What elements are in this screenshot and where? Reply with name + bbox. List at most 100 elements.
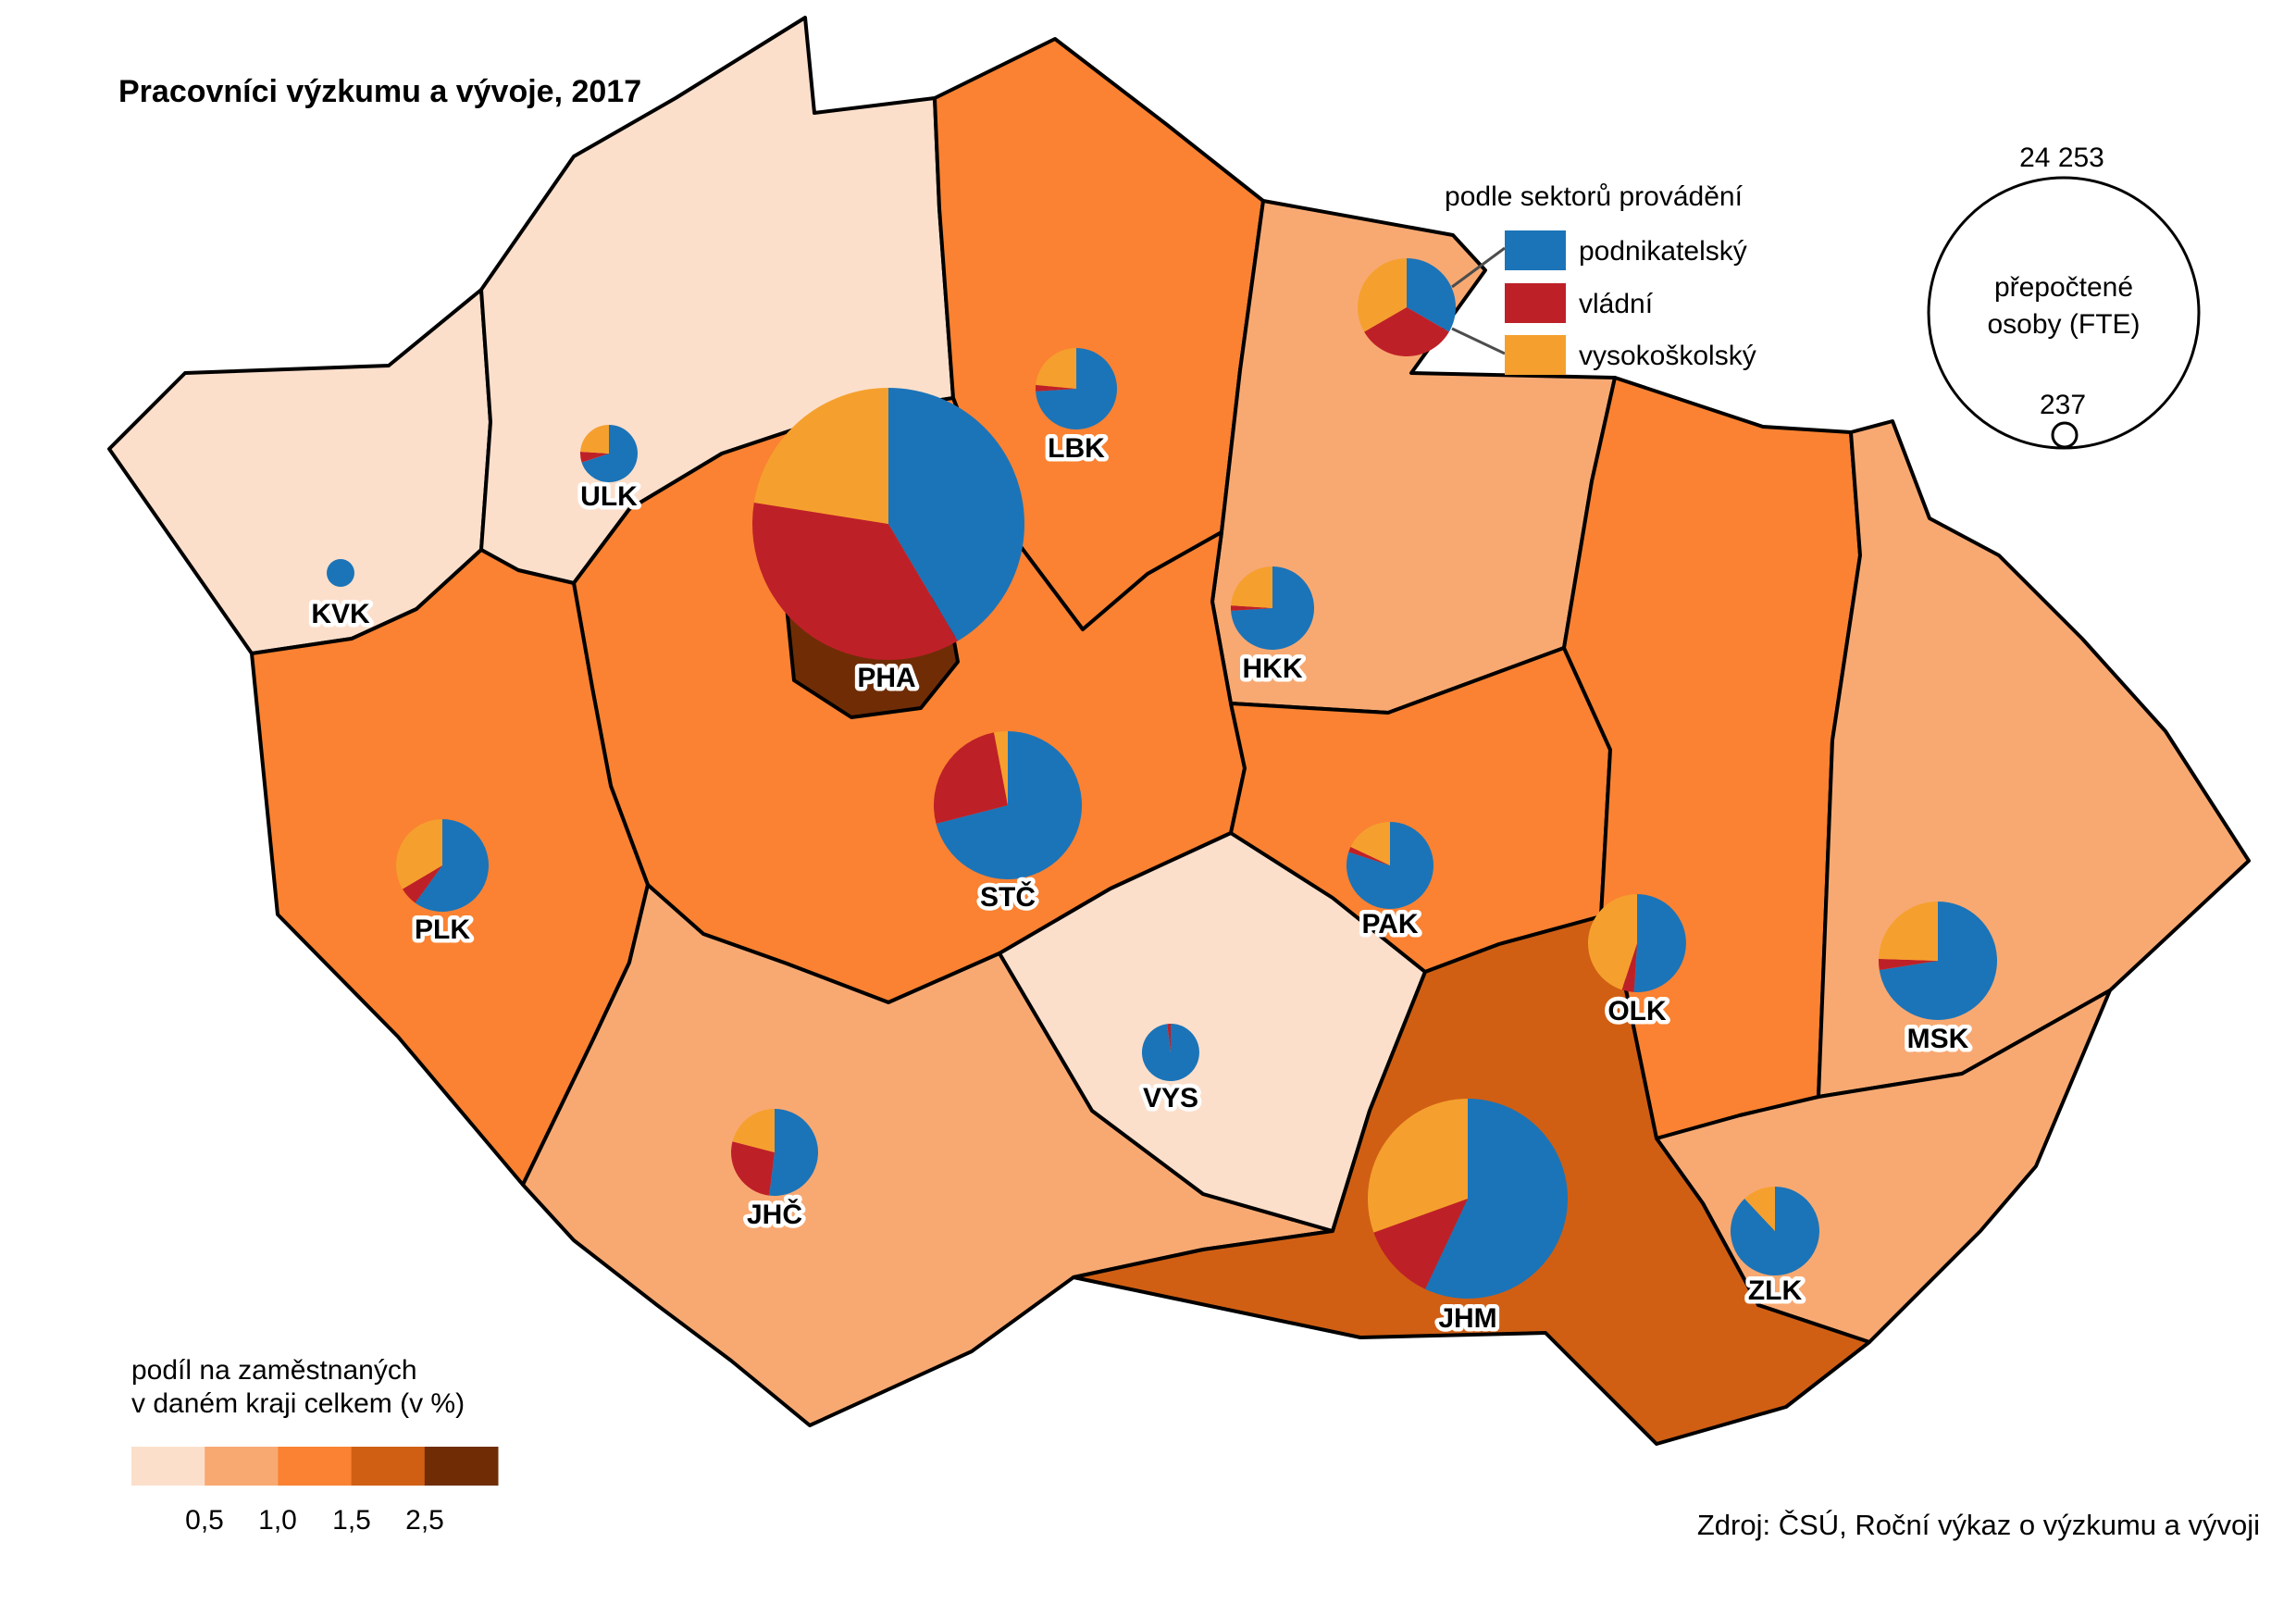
pie-MSK-slice-2 xyxy=(1879,902,1938,961)
legend-connector-line-bottom xyxy=(1451,327,1506,355)
pie-LBK-slice-1 xyxy=(1036,384,1076,392)
region-label-VYS: VYS xyxy=(1143,1083,1198,1113)
choropleth-color-bar xyxy=(131,1447,499,1486)
size-legend-min-circle xyxy=(2051,421,2079,449)
pie-ULK xyxy=(579,425,639,482)
legend-pie-slice-1 xyxy=(1364,307,1449,356)
region-label-PLK: PLK xyxy=(415,914,470,945)
pie-PLK-slice-0 xyxy=(415,819,490,913)
region-label-HKK: HKK xyxy=(1243,653,1303,684)
label-vysokoskolsky: vysokoškolský xyxy=(1579,341,1756,371)
pie-JHČ-slice-0 xyxy=(769,1109,818,1196)
choropleth-legend: podíl na zaměstnaných v daném kraji celk… xyxy=(131,1355,499,1536)
pie-ULK-slice-0 xyxy=(581,425,639,482)
pie-STČ-slice-2 xyxy=(994,731,1008,805)
choropleth-tick-1: 1,0 xyxy=(258,1505,297,1536)
pie-ULK-slice-1 xyxy=(579,452,609,463)
pie-JHČ-slice-1 xyxy=(731,1141,775,1196)
region-label-MSK: MSK xyxy=(1907,1024,1969,1054)
pie-PAK-slice-2 xyxy=(1350,822,1390,865)
pie-OLK xyxy=(1587,894,1686,992)
pie-PLK xyxy=(395,819,490,913)
pie-OLK-slice-2 xyxy=(1587,894,1637,990)
swatch-vysokoskolsky xyxy=(1505,335,1566,375)
pie-PLK-slice-1 xyxy=(402,865,442,903)
pie-PLK-slice-2 xyxy=(395,819,442,889)
size-legend-max: 24 253 xyxy=(2019,143,2104,173)
choropleth-tick-0: 0,5 xyxy=(185,1505,224,1536)
pie-LBK-slice-0 xyxy=(1036,348,1118,430)
region-label-ULK: ULK xyxy=(580,481,638,512)
region-label-KVK: KVK xyxy=(311,599,370,629)
choropleth-bin-1 xyxy=(131,1447,205,1486)
region-label-PAK: PAK xyxy=(1361,909,1418,939)
choropleth-title-2: v daném kraji celkem (v %) xyxy=(131,1388,465,1419)
pie-STČ-slice-1 xyxy=(933,732,1008,824)
choropleth-bin-5 xyxy=(424,1447,499,1486)
size-legend: 24 253 přepočtené osoby (FTE) 237 xyxy=(1927,143,2201,450)
pie-OLK-slice-0 xyxy=(1633,894,1686,992)
pie-JHM-slice-1 xyxy=(1373,1199,1468,1289)
pie-MSK-slice-1 xyxy=(1878,958,1938,971)
pie-STČ xyxy=(933,731,1082,879)
region-label-STČ: STČ xyxy=(980,881,1036,913)
region-label-PHA: PHA xyxy=(857,663,915,693)
pie-JHM-slice-2 xyxy=(1367,1099,1468,1233)
choropleth-title-1: podíl na zaměstnaných xyxy=(131,1355,417,1386)
legend-connector-line-top xyxy=(1451,246,1506,289)
legend-pie-slice-2 xyxy=(1358,258,1407,332)
pie-HKK-slice-0 xyxy=(1231,566,1315,650)
choropleth-bin-3 xyxy=(278,1447,353,1486)
sector-legend-title: podle sektorů provádění xyxy=(1445,181,1744,212)
pie-ZLK-slice-0 xyxy=(1730,1187,1819,1276)
sector-legend: podle sektorů provádění podnikatelský vl… xyxy=(1358,181,1756,375)
pie-JHM xyxy=(1367,1099,1569,1299)
region-label-JHČ: JHČ xyxy=(747,1199,802,1230)
pie-OLK-slice-1 xyxy=(1621,943,1637,992)
source-note: Zdroj: ČSÚ, Roční výkaz o výzkumu a vývo… xyxy=(1697,1509,2260,1541)
pie-PHA-slice-1 xyxy=(751,503,958,661)
sector-legend-pie xyxy=(1358,258,1457,356)
pie-KVK-slice-0 xyxy=(327,559,354,587)
region-MSK xyxy=(1817,419,2251,1099)
label-podnikatelsky: podnikatelský xyxy=(1579,236,1747,267)
size-legend-caption-1: přepočtené xyxy=(1994,272,2133,303)
pie-PAK-slice-0 xyxy=(1347,822,1434,909)
label-vladni: vládní xyxy=(1579,289,1654,319)
pie-ZLK-slice-2 xyxy=(1744,1186,1775,1231)
pie-PHA-slice-0 xyxy=(888,388,1025,641)
pie-HKK-slice-2 xyxy=(1231,566,1272,608)
swatch-podnikatelsky xyxy=(1505,230,1566,270)
region-label-OLK: OLK xyxy=(1607,996,1667,1026)
pie-VYS-slice-0 xyxy=(1141,1024,1199,1081)
pie-ULK-slice-2 xyxy=(580,425,609,454)
pie-JHČ xyxy=(731,1109,818,1196)
swatch-vladni xyxy=(1505,283,1566,323)
pie-HKK-slice-1 xyxy=(1231,605,1272,611)
pie-JHČ-slice-2 xyxy=(732,1109,775,1152)
region-label-LBK: LBK xyxy=(1048,433,1105,464)
region-label-layer: KVK ULK LBK HKK STČ PLK JHČ VYS PAK OLK MSK ZLK JHM P… xyxy=(307,429,1973,1338)
pie-layer xyxy=(327,348,1998,1299)
size-legend-caption-2: osoby (FTE) xyxy=(1987,309,2140,340)
pie-LBK-slice-2 xyxy=(1036,348,1076,389)
pie-KVK xyxy=(327,559,354,587)
size-legend-min: 237 xyxy=(2040,390,2086,420)
page-title: Pracovníci výzkumu a vývoje, 2017 xyxy=(118,74,641,109)
pie-MSK xyxy=(1878,902,1998,1020)
region-label-JHM: JHM xyxy=(1438,1303,1496,1334)
pie-VYS-slice-1 xyxy=(1167,1024,1171,1052)
pie-STČ-slice-0 xyxy=(936,731,1082,879)
pie-PAK xyxy=(1347,822,1434,909)
pie-LBK xyxy=(1036,348,1118,430)
pie-PAK-slice-1 xyxy=(1348,846,1390,865)
region-layer xyxy=(107,16,2251,1446)
legend-pie-slice-0 xyxy=(1407,258,1457,332)
choropleth-tick-2: 1,5 xyxy=(332,1505,371,1536)
pie-MSK-slice-0 xyxy=(1879,902,1998,1020)
pie-VYS xyxy=(1141,1024,1199,1081)
pie-PHA xyxy=(751,388,1025,661)
choropleth-bin-4 xyxy=(351,1447,426,1486)
